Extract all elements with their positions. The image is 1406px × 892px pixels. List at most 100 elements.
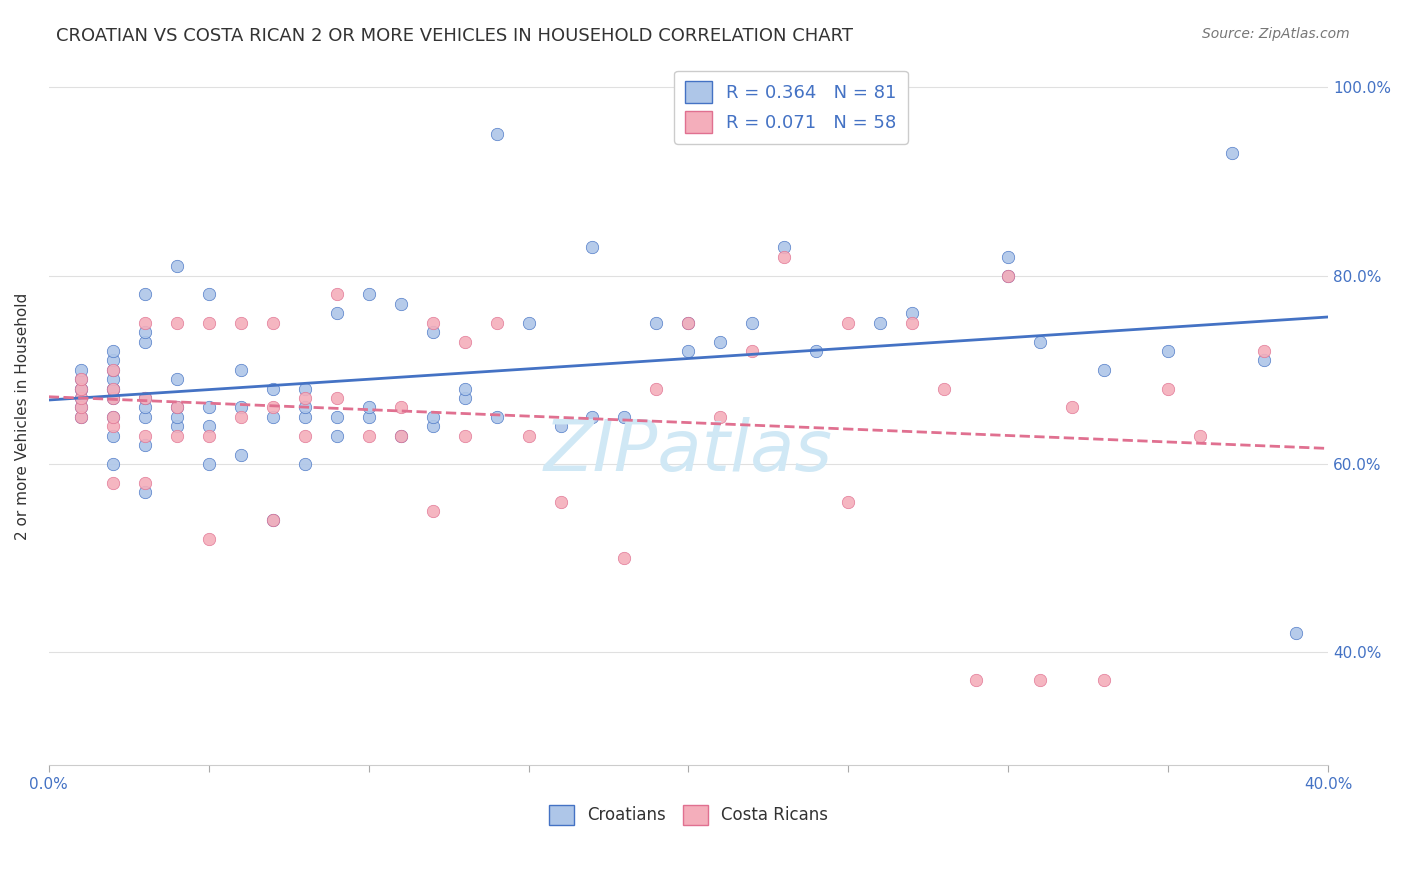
Point bbox=[1029, 673, 1052, 688]
Point bbox=[1253, 343, 1275, 358]
Point bbox=[262, 409, 284, 424]
Point bbox=[934, 382, 956, 396]
Point bbox=[134, 485, 156, 500]
Point bbox=[197, 316, 219, 330]
Point bbox=[325, 287, 347, 301]
Point bbox=[901, 306, 924, 320]
Point bbox=[294, 382, 316, 396]
Point bbox=[741, 316, 763, 330]
Point bbox=[134, 401, 156, 415]
Point bbox=[294, 457, 316, 471]
Point bbox=[262, 513, 284, 527]
Point bbox=[166, 401, 188, 415]
Point bbox=[678, 343, 700, 358]
Text: CROATIAN VS COSTA RICAN 2 OR MORE VEHICLES IN HOUSEHOLD CORRELATION CHART: CROATIAN VS COSTA RICAN 2 OR MORE VEHICL… bbox=[56, 27, 853, 45]
Point bbox=[262, 316, 284, 330]
Point bbox=[678, 316, 700, 330]
Point bbox=[69, 372, 91, 386]
Point bbox=[262, 513, 284, 527]
Point bbox=[837, 316, 859, 330]
Point bbox=[197, 287, 219, 301]
Point bbox=[613, 551, 636, 566]
Point bbox=[69, 391, 91, 405]
Point bbox=[229, 401, 252, 415]
Point bbox=[229, 448, 252, 462]
Point bbox=[965, 673, 987, 688]
Point bbox=[69, 382, 91, 396]
Point bbox=[357, 428, 380, 442]
Point bbox=[134, 438, 156, 452]
Point bbox=[134, 475, 156, 490]
Point bbox=[294, 428, 316, 442]
Point bbox=[517, 428, 540, 442]
Point bbox=[134, 391, 156, 405]
Point bbox=[101, 457, 124, 471]
Point bbox=[69, 409, 91, 424]
Point bbox=[166, 259, 188, 273]
Point bbox=[294, 391, 316, 405]
Point bbox=[422, 419, 444, 434]
Point bbox=[1220, 146, 1243, 161]
Point bbox=[357, 409, 380, 424]
Point bbox=[325, 391, 347, 405]
Point bbox=[485, 409, 508, 424]
Point bbox=[453, 428, 475, 442]
Point bbox=[645, 382, 668, 396]
Point bbox=[134, 325, 156, 339]
Text: Source: ZipAtlas.com: Source: ZipAtlas.com bbox=[1202, 27, 1350, 41]
Point bbox=[1157, 343, 1180, 358]
Point bbox=[134, 409, 156, 424]
Point bbox=[101, 428, 124, 442]
Point bbox=[613, 409, 636, 424]
Point bbox=[101, 391, 124, 405]
Point bbox=[485, 128, 508, 142]
Point bbox=[1157, 382, 1180, 396]
Point bbox=[1062, 401, 1084, 415]
Point bbox=[773, 250, 796, 264]
Point bbox=[262, 401, 284, 415]
Point bbox=[997, 268, 1019, 283]
Point bbox=[101, 391, 124, 405]
Point bbox=[869, 316, 891, 330]
Point bbox=[806, 343, 828, 358]
Point bbox=[453, 334, 475, 349]
Point bbox=[229, 363, 252, 377]
Point bbox=[69, 363, 91, 377]
Point bbox=[101, 382, 124, 396]
Point bbox=[709, 409, 731, 424]
Point bbox=[678, 316, 700, 330]
Point bbox=[837, 494, 859, 508]
Point bbox=[1029, 334, 1052, 349]
Point bbox=[229, 409, 252, 424]
Point bbox=[997, 250, 1019, 264]
Point bbox=[422, 504, 444, 518]
Point bbox=[101, 419, 124, 434]
Point bbox=[581, 240, 603, 254]
Point bbox=[901, 316, 924, 330]
Point bbox=[453, 382, 475, 396]
Point bbox=[69, 409, 91, 424]
Point bbox=[197, 419, 219, 434]
Point bbox=[1092, 363, 1115, 377]
Point bbox=[101, 382, 124, 396]
Point bbox=[422, 409, 444, 424]
Point bbox=[101, 353, 124, 368]
Point bbox=[101, 363, 124, 377]
Point bbox=[166, 409, 188, 424]
Legend: Croatians, Costa Ricans: Croatians, Costa Ricans bbox=[540, 797, 837, 833]
Point bbox=[101, 382, 124, 396]
Point bbox=[101, 409, 124, 424]
Point bbox=[197, 457, 219, 471]
Point bbox=[101, 372, 124, 386]
Point bbox=[166, 316, 188, 330]
Point bbox=[197, 401, 219, 415]
Point bbox=[773, 240, 796, 254]
Point bbox=[294, 409, 316, 424]
Point bbox=[101, 363, 124, 377]
Point bbox=[389, 428, 412, 442]
Point bbox=[517, 316, 540, 330]
Point bbox=[69, 382, 91, 396]
Point bbox=[1092, 673, 1115, 688]
Point bbox=[166, 428, 188, 442]
Point bbox=[357, 401, 380, 415]
